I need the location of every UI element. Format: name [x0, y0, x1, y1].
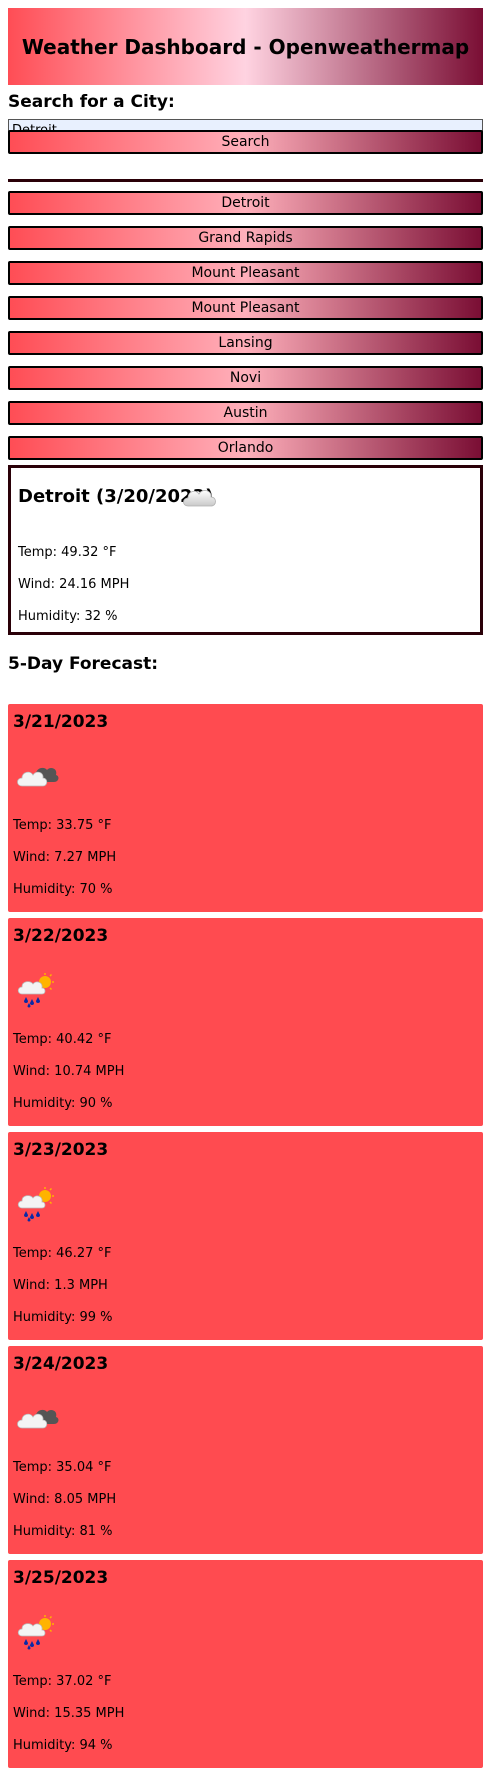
- forecast-humidity: Humidity: 90 %: [13, 1096, 113, 1111]
- cloud-icon: [179, 478, 219, 518]
- history-button-grand-rapids[interactable]: Grand Rapids: [8, 226, 483, 250]
- forecast-date: 3/22/2023: [13, 926, 108, 946]
- forecast-temp: Temp: 37.02 °F: [13, 1674, 111, 1689]
- history-button-lansing[interactable]: Lansing: [8, 331, 483, 355]
- search-button[interactable]: Search: [8, 130, 483, 154]
- sun-rain-icon: [16, 972, 56, 1012]
- forecast-card: 3/25/2023 Temp: 37.02 °F W: [8, 1560, 483, 1768]
- forecast-temp: Temp: 33.75 °F: [13, 818, 111, 833]
- forecast-date: 3/23/2023: [13, 1140, 108, 1160]
- history-button-mount-pleasant[interactable]: Mount Pleasant: [8, 261, 483, 285]
- partly-cloudy-icon: [16, 1400, 60, 1436]
- forecast-humidity: Humidity: 70 %: [13, 882, 113, 897]
- forecast-temp: Temp: 46.27 °F: [13, 1246, 111, 1261]
- forecast-humidity: Humidity: 81 %: [13, 1524, 113, 1539]
- current-temp: Temp: 49.32 °F: [18, 545, 116, 560]
- forecast-humidity: Humidity: 94 %: [13, 1738, 113, 1753]
- forecast-date: 3/24/2023: [13, 1354, 108, 1374]
- search-label: Search for a City:: [8, 92, 175, 112]
- history-button-novi[interactable]: Novi: [8, 366, 483, 390]
- forecast-wind: Wind: 7.27 MPH: [13, 850, 116, 865]
- history-button-austin[interactable]: Austin: [8, 401, 483, 425]
- forecast-temp: Temp: 35.04 °F: [13, 1460, 111, 1475]
- forecast-wind: Wind: 1.3 MPH: [13, 1278, 108, 1293]
- history-divider: [8, 179, 483, 182]
- partly-cloudy-icon: [16, 758, 60, 794]
- forecast-date: 3/21/2023: [13, 712, 108, 732]
- forecast-card: 3/21/2023 Temp: 33.75 °F Wind: 7.27 MPH …: [8, 704, 483, 912]
- sun-rain-icon: [16, 1614, 56, 1654]
- forecast-card: 3/22/2023 Temp: 40.42 °F W: [8, 918, 483, 1126]
- dashboard-header: Weather Dashboard - Openweathermap: [8, 8, 483, 85]
- history-button-detroit[interactable]: Detroit: [8, 191, 483, 215]
- current-humidity: Humidity: 32 %: [18, 609, 118, 624]
- forecast-wind: Wind: 10.74 MPH: [13, 1064, 124, 1079]
- forecast-card: 3/24/2023 Temp: 35.04 °F Wind: 8.05 MPH …: [8, 1346, 483, 1554]
- forecast-card: 3/23/2023 Temp: 46.27 °F W: [8, 1132, 483, 1340]
- sun-rain-icon: [16, 1186, 56, 1226]
- forecast-wind: Wind: 8.05 MPH: [13, 1492, 116, 1507]
- current-weather-card: Detroit (3/20/2023) Temp: 49.32 °F Wind:…: [8, 465, 483, 635]
- history-button-mount-pleasant-2[interactable]: Mount Pleasant: [8, 296, 483, 320]
- page-title: Weather Dashboard - Openweathermap: [22, 35, 469, 59]
- current-wind: Wind: 24.16 MPH: [18, 577, 129, 592]
- forecast-wind: Wind: 15.35 MPH: [13, 1706, 124, 1721]
- forecast-humidity: Humidity: 99 %: [13, 1310, 113, 1325]
- forecast-title: 5-Day Forecast:: [8, 654, 158, 674]
- forecast-temp: Temp: 40.42 °F: [13, 1032, 111, 1047]
- history-button-orlando[interactable]: Orlando: [8, 436, 483, 460]
- forecast-date: 3/25/2023: [13, 1568, 108, 1588]
